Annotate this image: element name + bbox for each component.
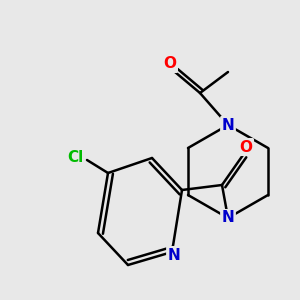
Text: Cl: Cl <box>67 149 83 164</box>
Text: O: O <box>164 56 176 71</box>
Text: N: N <box>222 118 234 133</box>
Text: N: N <box>222 211 234 226</box>
Text: N: N <box>168 248 180 262</box>
Text: O: O <box>239 140 253 154</box>
